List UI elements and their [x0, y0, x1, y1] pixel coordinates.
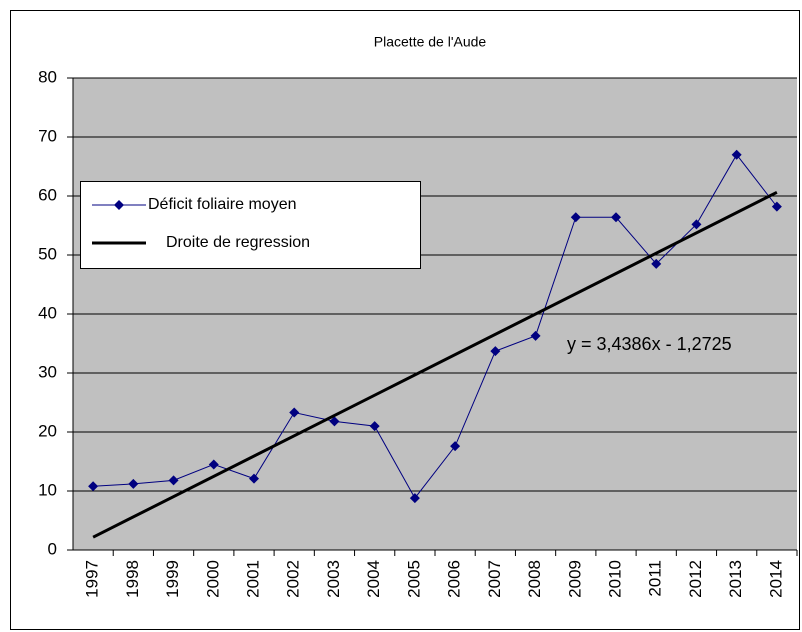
x-tick-label: 2002 — [284, 560, 303, 598]
y-tick-label: 0 — [48, 539, 57, 558]
point — [289, 407, 300, 418]
y-tick-label: 40 — [38, 303, 57, 322]
marks — [88, 149, 782, 539]
y-tick-label: 60 — [38, 185, 57, 204]
x-tick-label: 2013 — [726, 560, 745, 598]
x-tick-label: 2008 — [525, 560, 544, 598]
x-tick-label: 1997 — [83, 560, 102, 598]
point — [691, 219, 702, 230]
x-tick-label: 2012 — [686, 560, 705, 598]
point — [208, 459, 219, 470]
chart-title: Placette de l'Aude — [374, 34, 487, 50]
point — [651, 258, 662, 269]
y-tick-label: 20 — [38, 421, 57, 440]
point — [731, 149, 742, 160]
y-tick-label: 80 — [38, 67, 57, 86]
point — [88, 481, 99, 492]
series-line — [93, 153, 778, 499]
x-tick-label: 2004 — [364, 560, 383, 598]
point — [530, 330, 541, 341]
x-tick-label: 1998 — [123, 560, 142, 598]
annotation: y = 3,4386x - 1,2725 — [567, 334, 732, 354]
point — [570, 212, 581, 223]
x-tick-label: 2000 — [203, 560, 222, 598]
point — [168, 475, 179, 486]
x-tick-label: 1999 — [163, 560, 182, 598]
legend-label: Droite de regression — [166, 234, 310, 251]
x-tick-label: 2010 — [605, 560, 624, 598]
legend-label: Déficit foliaire moyen — [148, 196, 297, 213]
point — [329, 416, 340, 427]
point — [128, 478, 139, 489]
point — [490, 346, 501, 357]
x-tick-label: 2014 — [766, 560, 785, 598]
x-tick-label: 2003 — [324, 560, 343, 598]
regression-line — [92, 191, 778, 539]
point — [771, 201, 782, 212]
point — [369, 421, 380, 432]
point — [611, 212, 621, 223]
x-tick-label: 2001 — [243, 560, 262, 598]
point — [249, 473, 259, 484]
x-tick-label: 2007 — [485, 560, 504, 598]
legend: Déficit foliaire moyen Droite de regressi… — [80, 181, 421, 269]
x-tick-label: 2011 — [646, 560, 665, 597]
point — [409, 493, 420, 504]
x-tick-label: 2005 — [404, 560, 423, 598]
y-tick-label: 10 — [38, 480, 57, 499]
x-tick-label: 2006 — [445, 560, 464, 598]
x-tick-label: 2009 — [565, 560, 584, 598]
y-tick-label: 30 — [38, 362, 57, 381]
y-tick-label: 70 — [38, 126, 57, 145]
y-tick-label: 50 — [38, 244, 57, 263]
point — [450, 441, 461, 452]
legend-box — [80, 181, 421, 269]
legend-marker — [114, 200, 124, 210]
